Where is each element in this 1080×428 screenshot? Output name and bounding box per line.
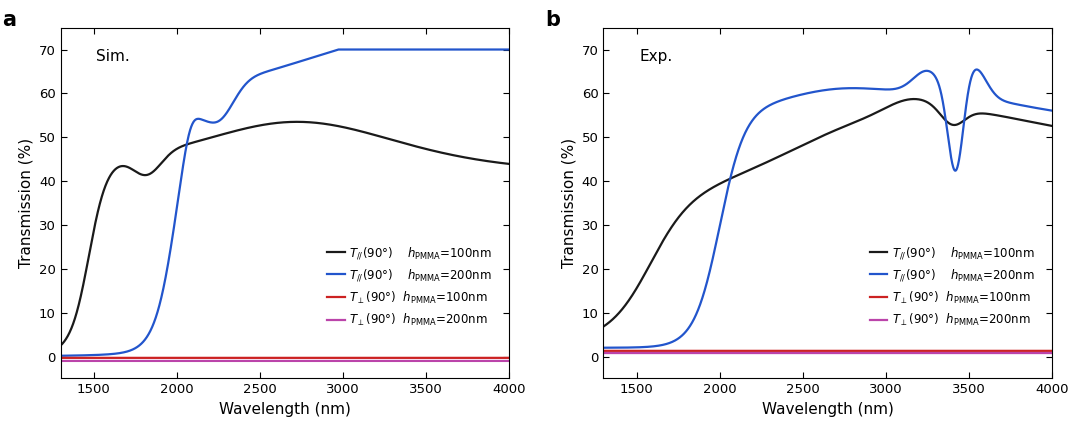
Text: a: a — [2, 10, 16, 30]
Legend: $T_{//}$(90°)    $h_{\rm PMMA}$=100nm, $T_{//}$(90°)    $h_{\rm PMMA}$=200nm, $T: $T_{//}$(90°) $h_{\rm PMMA}$=100nm, $T_{… — [324, 243, 495, 330]
Text: Exp.: Exp. — [639, 49, 673, 64]
X-axis label: Wavelength (nm): Wavelength (nm) — [761, 402, 893, 417]
Y-axis label: Transmission (%): Transmission (%) — [561, 138, 576, 268]
Legend: $T_{//}$(90°)    $h_{\rm PMMA}$=100nm, $T_{//}$(90°)    $h_{\rm PMMA}$=200nm, $T: $T_{//}$(90°) $h_{\rm PMMA}$=100nm, $T_{… — [867, 243, 1037, 330]
X-axis label: Wavelength (nm): Wavelength (nm) — [219, 402, 351, 417]
Text: b: b — [545, 10, 561, 30]
Y-axis label: Transmission (%): Transmission (%) — [18, 138, 33, 268]
Text: Sim.: Sim. — [96, 49, 131, 64]
